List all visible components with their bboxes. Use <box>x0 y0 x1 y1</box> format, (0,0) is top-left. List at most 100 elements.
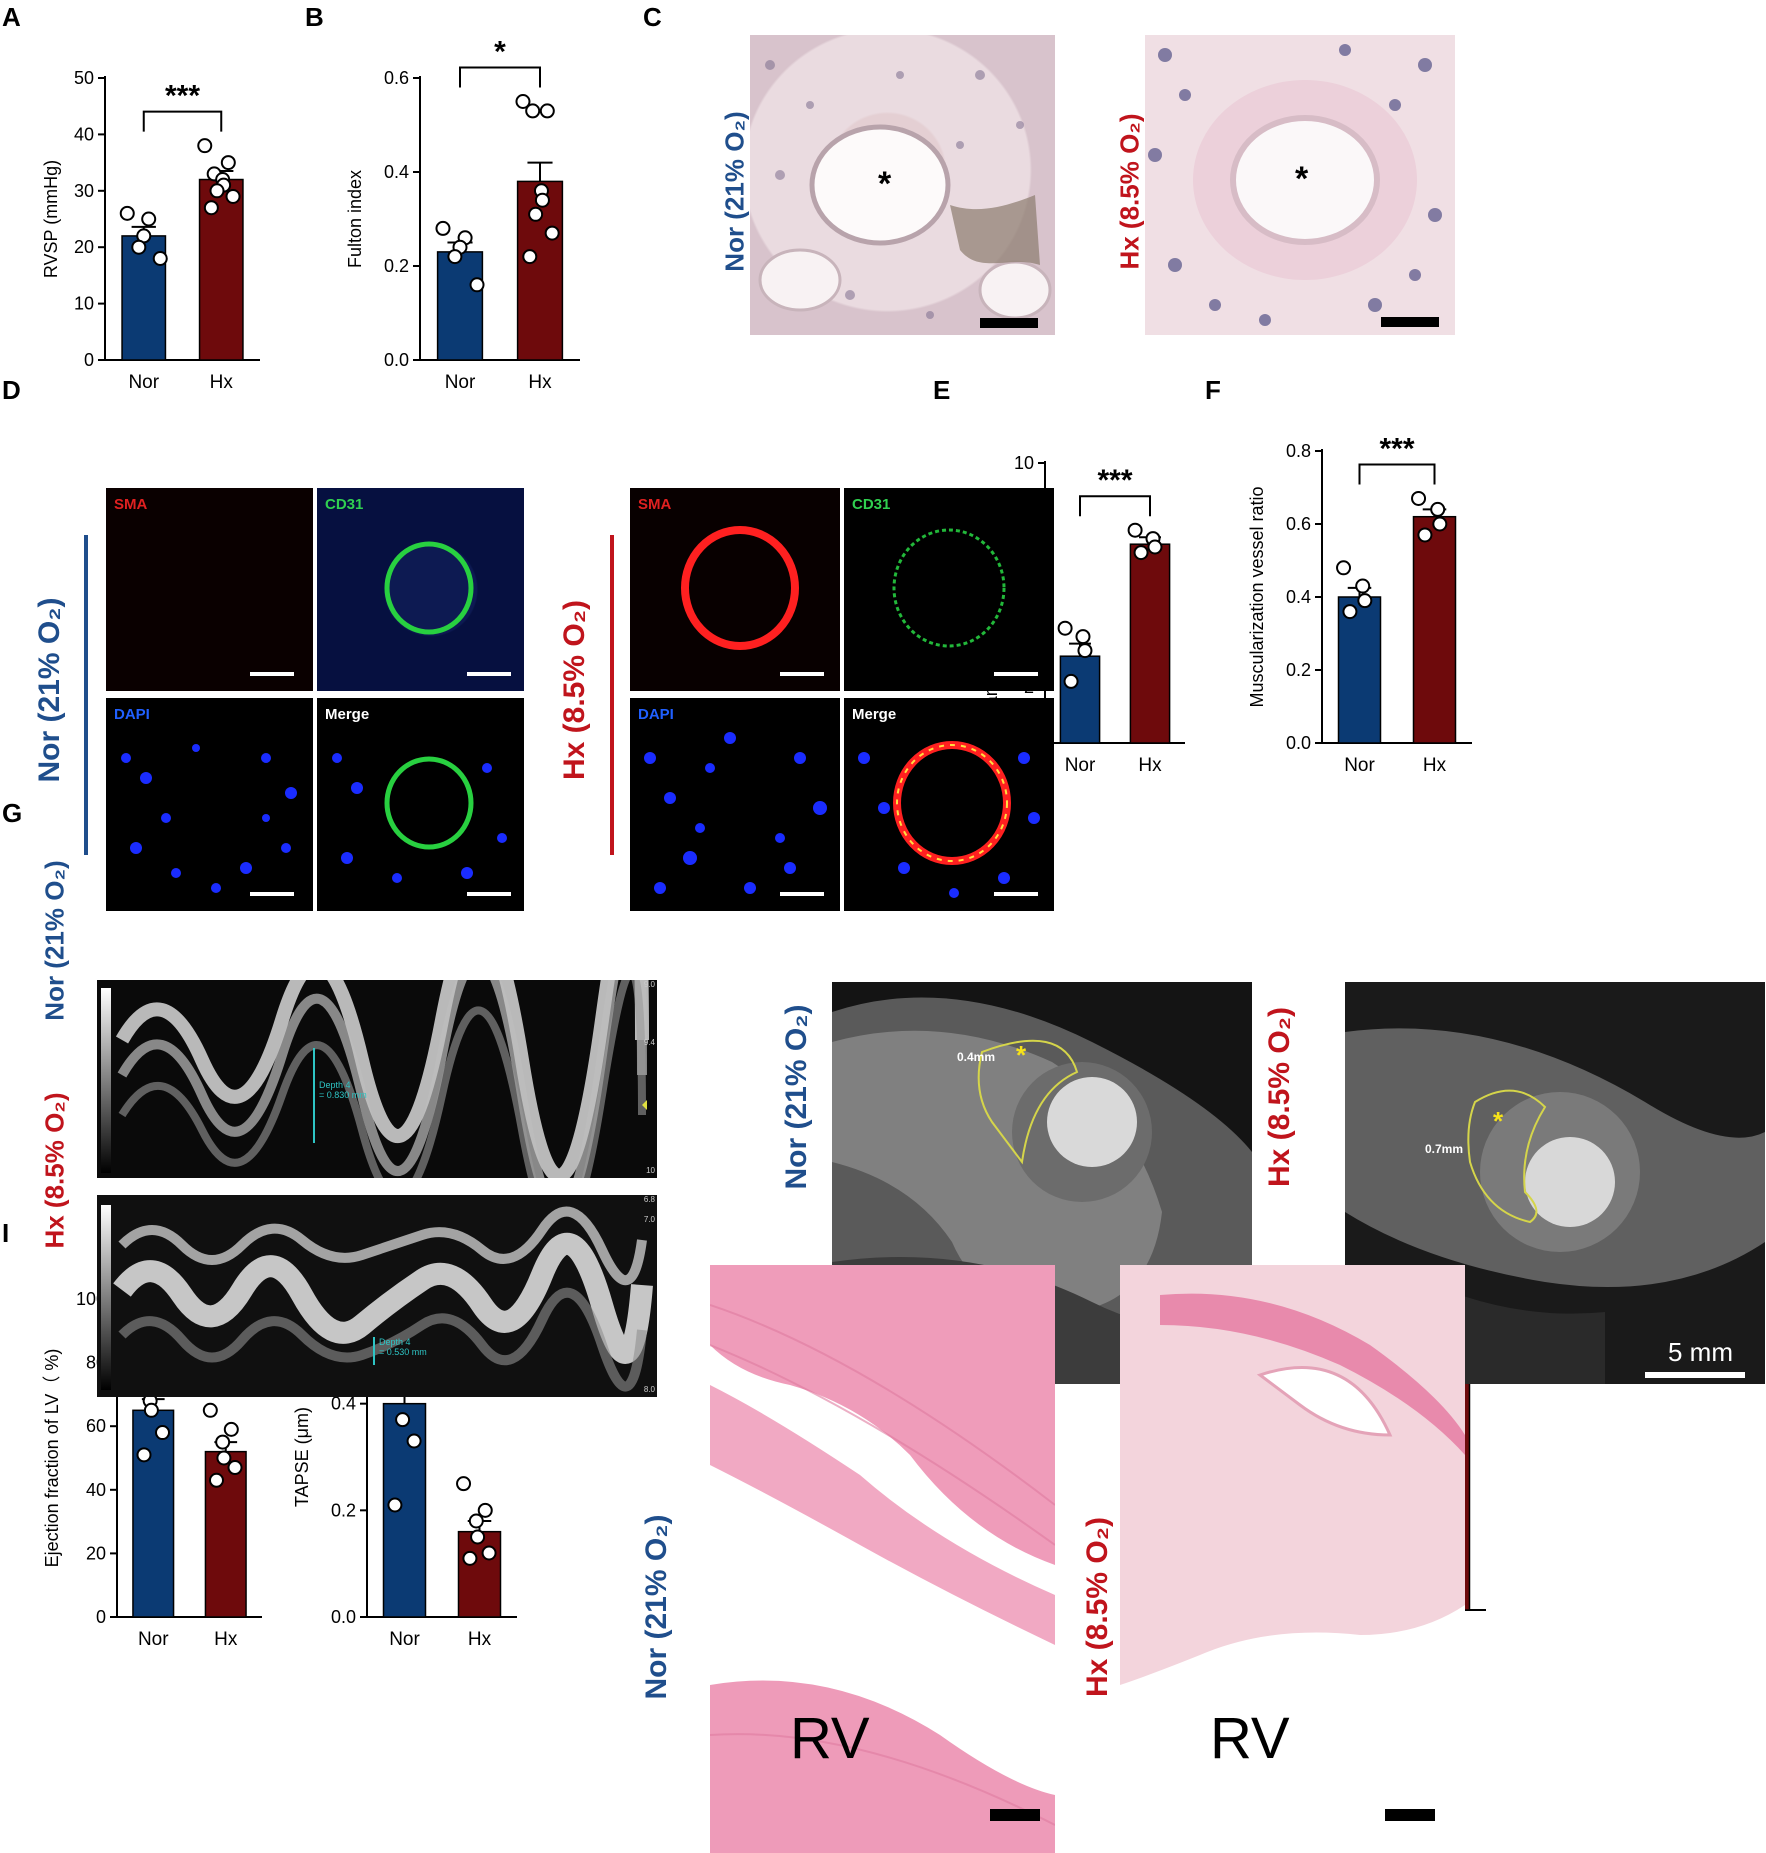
svg-text:*: * <box>1016 1040 1027 1070</box>
data-point <box>119 205 135 221</box>
data-point <box>525 103 541 119</box>
data-point <box>215 1434 231 1450</box>
data-point <box>155 1425 171 1441</box>
y-axis-title: Fulton index <box>345 170 365 268</box>
data-point <box>1127 522 1143 538</box>
y-tick-label: 0 <box>84 350 94 370</box>
g-hx-depth-bot: 8.0 <box>643 1385 655 1394</box>
data-point <box>1432 516 1448 532</box>
h-nor-group-label: Nor (21% O₂) <box>780 1004 813 1190</box>
y-tick-label: 20 <box>86 1543 106 1563</box>
data-point <box>152 250 168 266</box>
significance-bracket <box>1358 463 1436 485</box>
bar-nor <box>436 251 484 361</box>
y-tick-label: 0.2 <box>331 1500 356 1520</box>
data-point <box>143 1402 159 1418</box>
bar-hx <box>457 1530 502 1618</box>
data-point <box>522 249 538 265</box>
significance-bracket <box>142 110 223 132</box>
data-point <box>1417 527 1433 543</box>
data-point <box>528 206 544 222</box>
h-nor-thickness-label: 0.4mm <box>957 1050 996 1064</box>
x-tick-label: Nor <box>138 1629 169 1650</box>
d-nor-sma-image: SMA <box>106 488 313 691</box>
y-tick-label: 0.0 <box>384 350 409 370</box>
g-nor-depth-top: 9.0 <box>643 980 655 989</box>
d-nor-dapi-image: DAPI <box>106 698 313 911</box>
panel-letter-g: G <box>2 798 23 828</box>
x-tick-label: Nor <box>389 1629 420 1650</box>
significance-stars: *** <box>165 80 200 113</box>
panel-letter-a: A <box>2 2 21 32</box>
data-point <box>539 103 555 119</box>
panel-letter-d: D <box>2 375 21 405</box>
d-hx-cd31-image: CD31 <box>844 488 1054 691</box>
significance-bracket <box>459 66 541 88</box>
bar-nor <box>121 235 167 361</box>
data-point <box>1336 560 1352 576</box>
h-hx-group-label: Hx (8.5% O₂) <box>1263 1006 1296 1188</box>
k-nor-scale-bar <box>990 1809 1040 1821</box>
c-hx-histology-image: * <box>1145 35 1455 335</box>
k-nor-rv-histology: RV <box>710 1265 1055 1853</box>
x-tick-label: Hx <box>1138 755 1162 776</box>
significance-bracket <box>1079 495 1151 517</box>
h-hx-scale-bar <box>1645 1372 1745 1378</box>
chart-f-muscularization: 0.0 0.2 0.4 0.6 0.8 Muscularization vessel ra… <box>1247 432 1472 776</box>
x-tick-label: Nor <box>128 372 159 393</box>
data-point <box>227 1460 243 1476</box>
data-point <box>225 188 241 204</box>
significance-stars: *** <box>1379 432 1414 465</box>
bar-nor <box>1059 655 1101 744</box>
g-hx-depth-mid: 7.0 <box>643 1215 655 1224</box>
data-point <box>515 94 531 109</box>
y-axis-title: Ejection fraction of LV（ %) <box>42 1349 62 1568</box>
chart-a-rvsp: 0 10 20 30 40 50 RVSP (mmHg) Nor Hx *** <box>41 68 260 393</box>
y-tick-label: 60 <box>86 1416 106 1436</box>
data-point <box>208 1472 224 1488</box>
data-point <box>1357 593 1373 609</box>
data-point <box>209 183 225 199</box>
k-hx-group-label: Hx (8.5% O₂) <box>1081 1516 1114 1698</box>
d-hx-group-bar <box>610 535 614 855</box>
g-nor-depth-mid: 9.4 <box>643 1038 655 1047</box>
x-tick-label: Hx <box>528 372 552 393</box>
x-tick-label: Nor <box>1344 755 1375 776</box>
d-nor-merge-image: Merge <box>317 698 524 911</box>
y-tick-label: 0.2 <box>384 256 409 276</box>
c-nor-lumen-asterisk: * <box>878 165 892 203</box>
svg-text:*: * <box>1493 1106 1504 1136</box>
panel-letter-b: B <box>305 2 324 32</box>
significance-stars: * <box>494 36 506 69</box>
data-point <box>481 1545 497 1561</box>
g-hx-echo-image: Depth 4 = 0.530 mm 6.8 7.0 8.0 <box>97 1195 657 1397</box>
data-point <box>220 155 236 171</box>
h-hx-thickness-label: 0.7mm <box>1425 1142 1464 1156</box>
c-hx-group-label: Hx (8.5% O₂) <box>1114 113 1145 270</box>
data-point <box>1342 604 1358 620</box>
y-axis-title: RVSP (mmHg) <box>41 160 61 278</box>
y-tick-label: 30 <box>74 181 94 201</box>
y-tick-label: 10 <box>1014 453 1034 473</box>
data-point <box>197 138 213 154</box>
data-point <box>456 1476 472 1492</box>
data-point <box>477 1502 493 1518</box>
data-point <box>435 220 451 236</box>
panel-letter-i: I <box>2 1218 10 1248</box>
y-tick-label: 0.8 <box>1286 441 1311 461</box>
x-tick-label: Hx <box>1423 755 1447 776</box>
data-point <box>1355 578 1371 594</box>
data-point <box>136 1447 152 1463</box>
g-hx-depth-readout: Depth 4 = 0.530 mm <box>379 1337 427 1357</box>
panel-letter-e: E <box>933 375 951 405</box>
y-tick-label: 0.2 <box>1286 660 1311 680</box>
data-point <box>203 200 219 216</box>
data-point <box>447 249 463 265</box>
bar-hx <box>1129 543 1171 744</box>
y-tick-label: 0.4 <box>1286 587 1311 607</box>
data-point <box>468 1513 484 1529</box>
data-point <box>395 1412 411 1428</box>
k-hx-rv-label: RV <box>1210 1706 1290 1771</box>
data-point <box>470 1529 486 1545</box>
data-point <box>462 1550 478 1566</box>
